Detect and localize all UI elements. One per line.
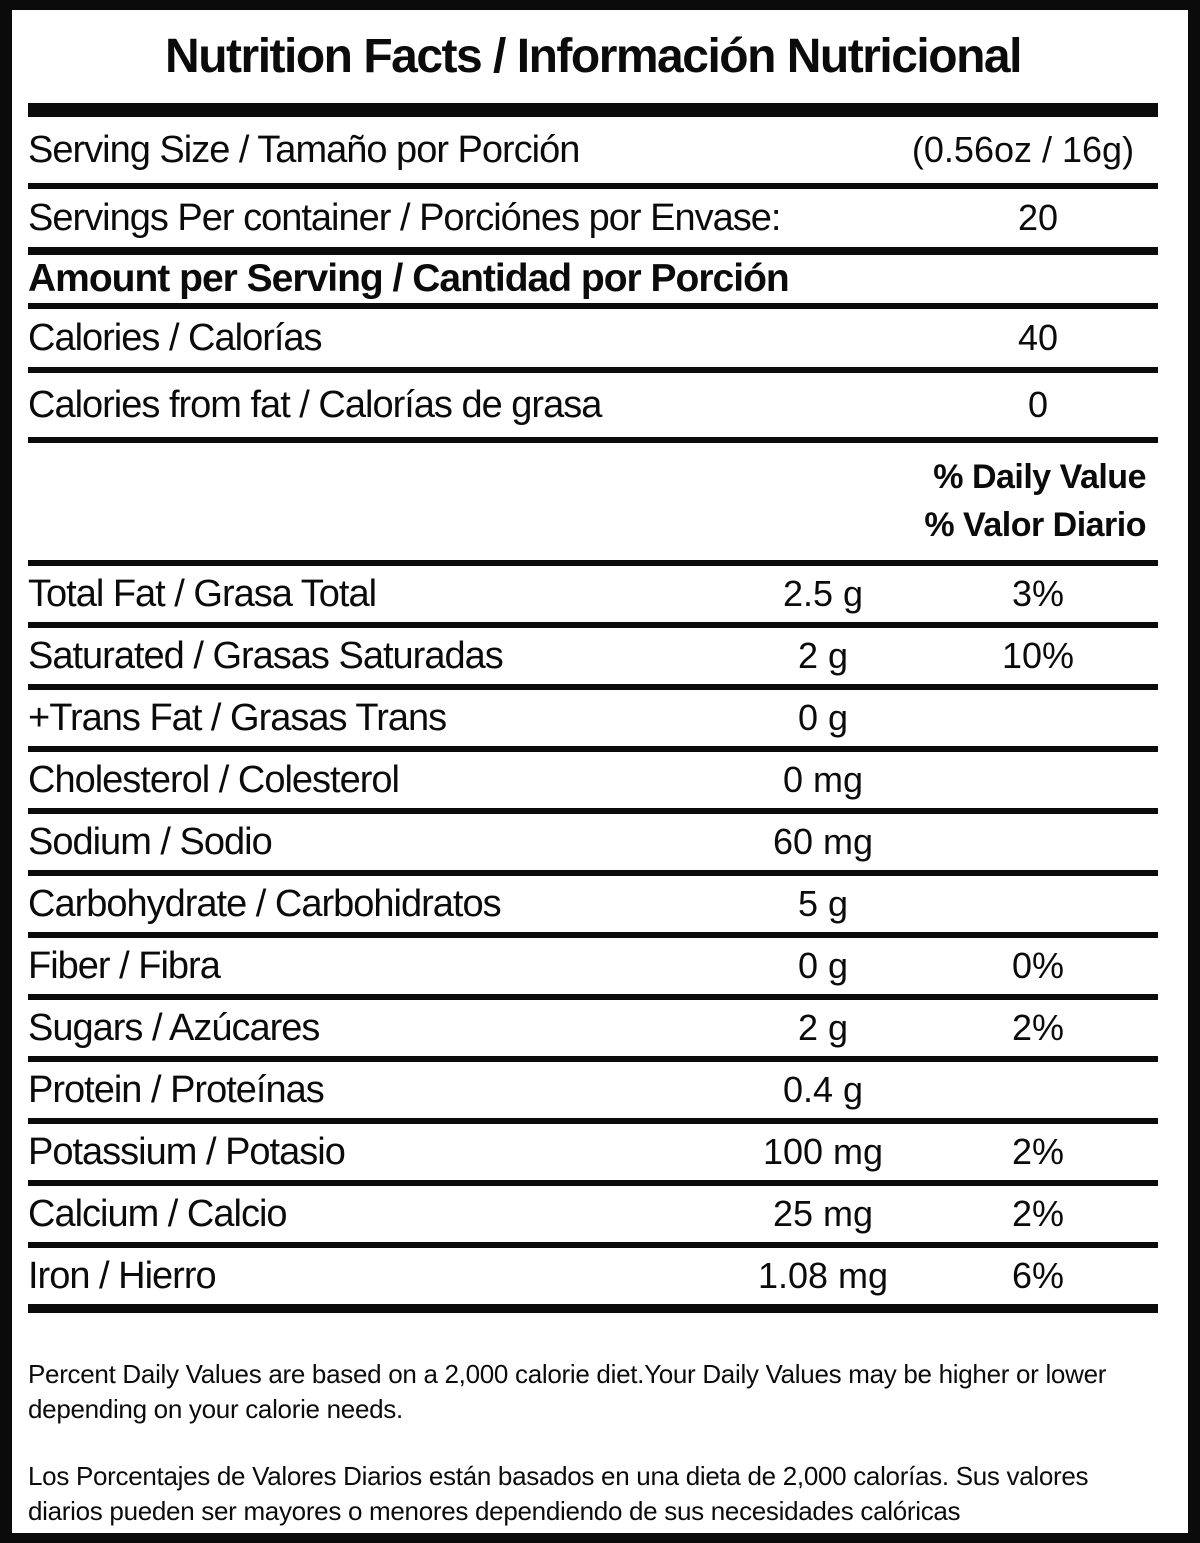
row-servings-per-container: Servings Per container / Porciónes por E… (28, 189, 1158, 255)
daily-value-line-es: % Valor Diario (924, 505, 1146, 544)
nutrient-label: Sodium / Sodio (28, 820, 273, 863)
nutrient-amount: 0 mg (782, 759, 864, 800)
nutrient-label: +Trans Fat / Grasas Trans (28, 696, 447, 739)
row-value: 20 (1017, 197, 1059, 238)
footnotes: Percent Daily Values are based on a 2,00… (28, 1313, 1158, 1529)
row-trans-fat: +Trans Fat / Grasas Trans 0 g (28, 690, 1158, 752)
row-protein: Protein / Proteínas 0.4 g (28, 1062, 1158, 1124)
daily-value-header: % Daily Value % Valor Diario (924, 458, 1158, 544)
nutrient-label: Calories / Calorías (28, 316, 323, 359)
row-carbohydrate: Carbohydrate / Carbohidratos 5 g (28, 876, 1158, 938)
row-potassium: Potassium / Potasio 100 mg 2% (28, 1124, 1158, 1186)
row-sugars: Sugars / Azúcares 2 g 2% (28, 1000, 1158, 1062)
row-value: 0 (1027, 384, 1049, 425)
row-calories-from-fat: Calories from fat / Calorías de grasa 0 (28, 373, 1158, 443)
facts-table: Serving Size / Tamaño por Porción (0.56oz… (28, 117, 1158, 1313)
nutrient-amount: 100 mg (762, 1131, 884, 1172)
row-iron: Iron / Hierro 1.08 mg 6% (28, 1248, 1158, 1313)
nutrient-label: Saturated / Grasas Saturadas (28, 634, 504, 677)
row-serving-size: Serving Size / Tamaño por Porción (0.56oz… (28, 117, 1158, 189)
nutrient-amount: 2.5 g (782, 573, 864, 614)
nutrient-label: Iron / Hierro (28, 1254, 217, 1297)
nutrient-daily-value: 0% (1011, 945, 1065, 986)
nutrient-label: Calories from fat / Calorías de grasa (28, 383, 602, 426)
nutrient-daily-value: 6% (1011, 1255, 1065, 1296)
nutrient-amount: 0.4 g (782, 1069, 864, 1110)
row-sodium: Sodium / Sodio 60 mg (28, 814, 1158, 876)
row-cholesterol: Cholesterol / Colesterol 0 mg (28, 752, 1158, 814)
nutrient-daily-value: 2% (1011, 1007, 1065, 1048)
nutrient-label: Sugars / Azúcares (28, 1006, 320, 1049)
nutrient-label: Potassium / Potasio (28, 1130, 346, 1173)
nutrient-daily-value: 3% (1011, 573, 1065, 614)
row-daily-value-header: % Daily Value % Valor Diario (28, 443, 1158, 566)
row-calories: Calories / Calorías 40 (28, 309, 1158, 373)
row-total-fat: Total Fat / Grasa Total 2.5 g 3% (28, 566, 1158, 628)
nutrient-label: Serving Size / Tamaño por Porción (28, 128, 580, 171)
row-saturated-fat: Saturated / Grasas Saturadas 2 g 10% (28, 628, 1158, 690)
nutrient-label: Carbohydrate / Carbohidratos (28, 882, 502, 925)
nutrient-label: Amount per Serving / Cantidad por Porció… (28, 257, 790, 300)
nutrient-label: Protein / Proteínas (28, 1068, 325, 1111)
nutrient-label: Calcium / Calcio (28, 1192, 288, 1235)
nutrient-amount: 0 g (797, 945, 849, 986)
row-fiber: Fiber / Fibra 0 g 0% (28, 938, 1158, 1000)
nutrient-amount: 0 g (797, 697, 849, 738)
title-divider-bar (28, 103, 1158, 117)
nutrient-daily-value: 2% (1011, 1131, 1065, 1172)
nutrient-label: Fiber / Fibra (28, 944, 221, 987)
daily-value-line-en: % Daily Value (933, 458, 1146, 497)
nutrient-label: Total Fat / Grasa Total (28, 572, 377, 615)
label-title: Nutrition Facts / Información Nutriciona… (165, 30, 1022, 83)
nutrient-label: Cholesterol / Colesterol (28, 758, 400, 801)
nutrient-amount: 60 mg (772, 821, 874, 862)
nutrient-daily-value: 10% (1001, 635, 1075, 676)
nutrient-amount: 5 g (797, 883, 849, 924)
nutrient-amount: 2 g (797, 1007, 849, 1048)
nutrient-label: Servings Per container / Porciónes por E… (28, 196, 781, 239)
nutrient-amount: 2 g (797, 635, 849, 676)
row-value: 40 (1017, 317, 1059, 358)
nutrient-amount: 1.08 mg (757, 1255, 889, 1296)
nutrient-amount: 25 mg (772, 1193, 874, 1234)
row-value: (0.56oz / 16g) (911, 129, 1135, 170)
row-calcium: Calcium / Calcio 25 mg 2% (28, 1186, 1158, 1248)
footnote-spanish: Los Porcentajes de Valores Diarios están… (28, 1461, 1089, 1527)
nutrient-daily-value: 2% (1011, 1193, 1065, 1234)
footnote-english: Percent Daily Values are based on a 2,00… (28, 1359, 1107, 1425)
row-amount-per-serving: Amount per Serving / Cantidad por Porció… (28, 255, 1158, 309)
